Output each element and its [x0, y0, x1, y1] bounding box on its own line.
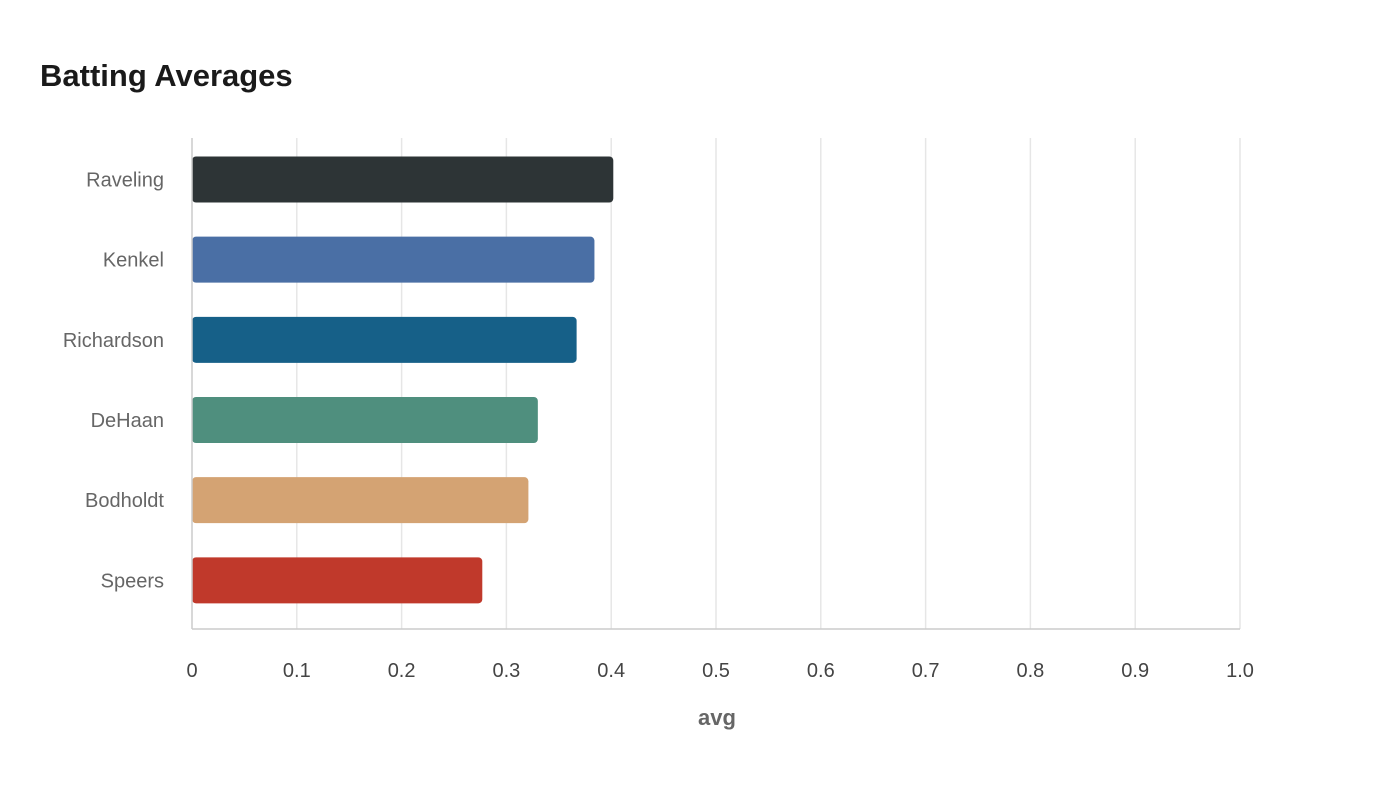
chart-title: Batting Averages: [40, 58, 293, 93]
x-tick-label: 0.7: [912, 660, 940, 682]
x-tick-label: 0.2: [388, 660, 416, 682]
x-tick-label: 0.4: [597, 660, 625, 682]
x-tick-label: 0.6: [807, 660, 835, 682]
category-label: Kenkel: [103, 250, 164, 272]
bar: [192, 477, 529, 524]
axis-layer: [191, 138, 1240, 630]
x-tick-label: 0.1: [283, 660, 311, 682]
bar: [192, 397, 538, 443]
category-label: Richardson: [63, 330, 164, 352]
category-label: DeHaan: [91, 410, 164, 432]
category-label: Bodholdt: [85, 490, 164, 512]
x-axis-title: avg: [698, 705, 736, 730]
bar: [192, 557, 483, 604]
category-label: Raveling: [86, 170, 164, 192]
x-tick-label: 0.8: [1016, 660, 1044, 682]
category-label: Speers: [101, 570, 164, 592]
bars-layer: [192, 156, 614, 604]
bar: [192, 156, 614, 203]
x-tick-label: 0.5: [702, 660, 730, 682]
grid-layer: [296, 138, 1241, 629]
x-tick-label: 1.0: [1226, 660, 1254, 682]
x-tick-label: 0: [186, 660, 197, 682]
labels-layer: 0 0.1 0.2 0.3 0.4 0.5 0.6 0.7 0.8 0.9 1.0 Raveling K…: [63, 170, 1254, 683]
bar: [192, 316, 577, 363]
bar: [192, 236, 595, 283]
x-tick-label: 0.9: [1121, 660, 1149, 682]
x-tick-label: 0.3: [492, 660, 520, 682]
